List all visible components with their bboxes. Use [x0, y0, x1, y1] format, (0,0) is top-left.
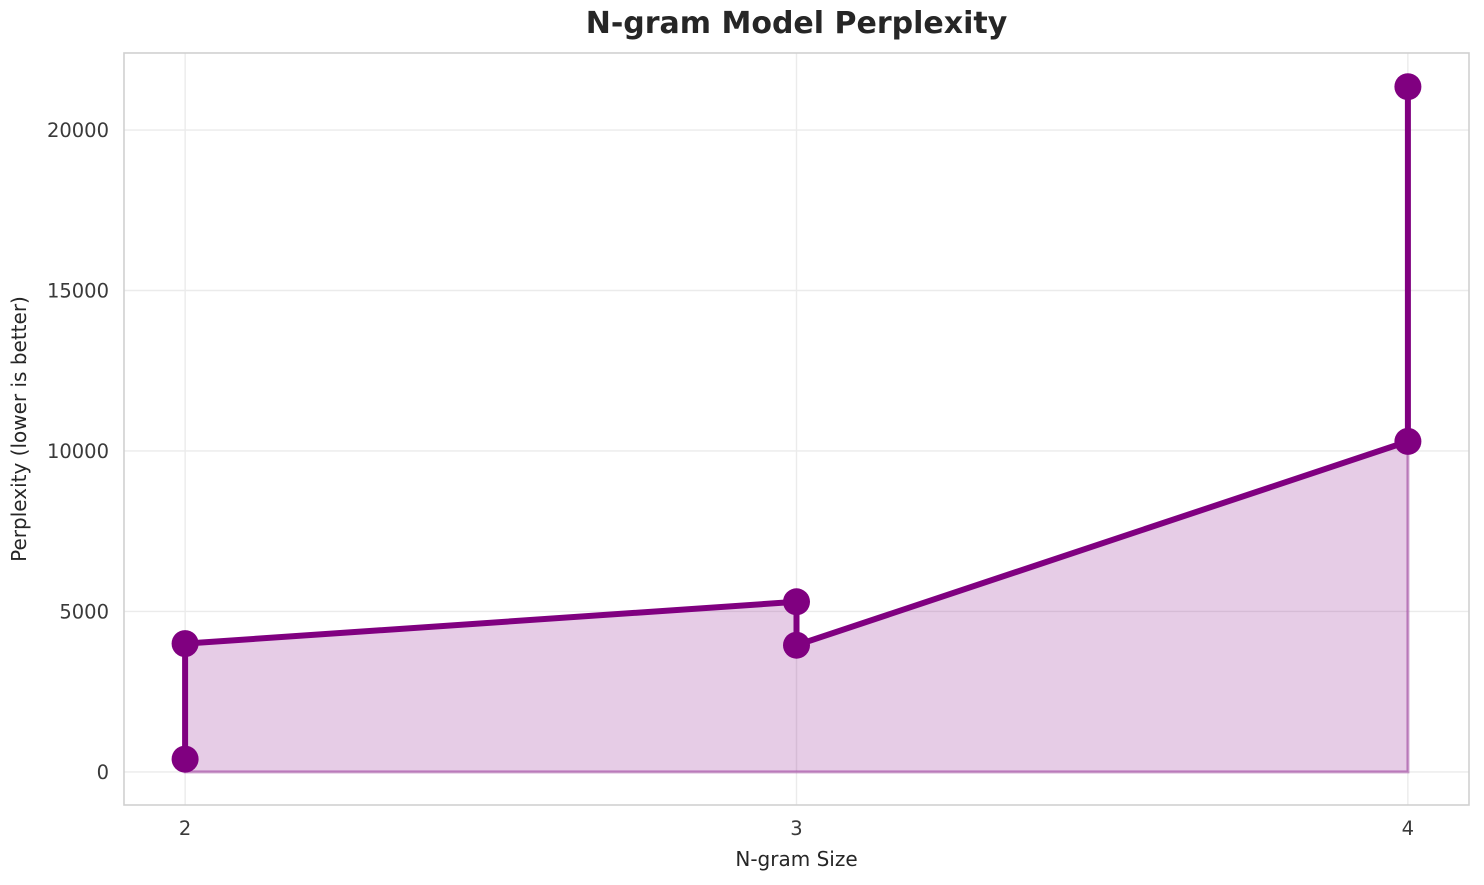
perplexity-line: [182, 83, 1411, 763]
x-tick-label: 4: [1402, 817, 1414, 840]
data-point-marker: [171, 630, 199, 658]
x-tick-label: 3: [790, 817, 802, 840]
x-tick-label: 2: [179, 817, 191, 840]
data-point-marker: [171, 745, 199, 773]
data-point-marker: [1394, 427, 1422, 455]
y-tick-label: 20000: [47, 119, 109, 142]
y-tick-label: 5000: [59, 600, 109, 623]
data-point-marker: [783, 588, 810, 616]
data-point-marker: [1394, 73, 1422, 101]
chart-title: N-gram Model Perplexity: [585, 6, 1008, 41]
y-tick-label: 0: [97, 761, 109, 784]
x-axis-label: N-gram Size: [735, 847, 857, 871]
y-tick-label: 10000: [47, 440, 109, 463]
y-axis-label: Perplexity (lower is better): [7, 296, 31, 562]
plot-spines: [123, 52, 1470, 806]
generated-chart-layers: 2 3 4 0 5000 10000 15000 20000: [47, 52, 1470, 840]
data-point-marker: [783, 631, 810, 659]
y-tick-label: 15000: [47, 280, 109, 303]
